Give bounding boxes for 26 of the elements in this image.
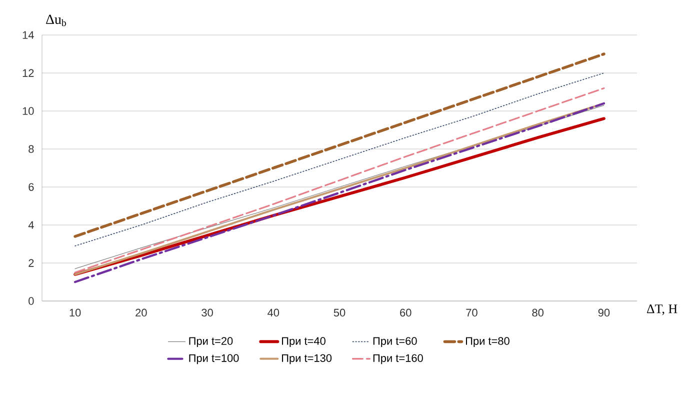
y-tick-label: 14 bbox=[22, 31, 34, 39]
x-tick-label: 20 bbox=[136, 308, 147, 317]
legend-label: При t=160 bbox=[373, 354, 423, 364]
x-tick-label: 40 bbox=[268, 308, 280, 317]
legend-label: При t=40 bbox=[282, 337, 326, 348]
x-axis-title: ΔT, Н bbox=[646, 304, 678, 316]
x-tick-label: 50 bbox=[334, 308, 346, 317]
legend-label: При t=130 bbox=[282, 354, 332, 364]
y-tick-label: 12 bbox=[22, 69, 34, 77]
y-axis-title: Δu$_{b}$ bbox=[46, 14, 66, 26]
legend-label: При t=100 bbox=[189, 354, 239, 364]
legend-label: При t=80 bbox=[466, 337, 510, 348]
x-tick-label: 90 bbox=[598, 308, 610, 317]
y-tick-label: 0 bbox=[28, 297, 34, 305]
x-tick-label: 10 bbox=[70, 308, 81, 317]
x-tick-label: 70 bbox=[466, 308, 478, 317]
x-tick-label: 80 bbox=[532, 308, 544, 317]
y-tick-label: 8 bbox=[28, 145, 34, 153]
y-tick-label: 10 bbox=[22, 107, 34, 115]
x-tick-label: 30 bbox=[202, 308, 213, 317]
y-tick-label: 4 bbox=[28, 221, 34, 229]
legend-label: При t=20 bbox=[189, 337, 233, 348]
legend-label: При t=60 bbox=[373, 337, 417, 348]
y-tick-label: 2 bbox=[28, 259, 34, 267]
x-tick-label: 60 bbox=[400, 308, 412, 317]
y-tick-label: 6 bbox=[28, 183, 34, 191]
